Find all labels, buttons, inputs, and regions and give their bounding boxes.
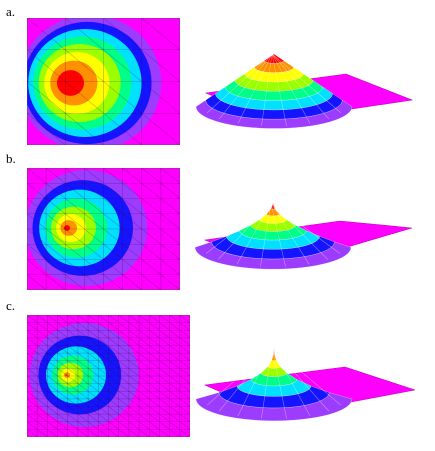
mesh-line <box>108 315 190 377</box>
mesh-line <box>77 315 190 400</box>
panel-label: a. <box>6 4 15 19</box>
contour-band <box>65 374 67 376</box>
mesh-line <box>27 398 79 437</box>
mesh-line <box>67 315 190 407</box>
surface-band <box>273 346 275 354</box>
mesh-line <box>65 168 180 260</box>
mesh-line <box>27 259 66 290</box>
surface-edge <box>271 53 287 127</box>
mesh-line <box>27 390 89 437</box>
mesh-line <box>27 144 28 145</box>
mesh-line <box>27 329 170 437</box>
mesh-line <box>27 289 28 290</box>
contour-band <box>63 372 71 378</box>
mesh-line <box>141 168 180 199</box>
surface-edge <box>218 53 273 120</box>
mesh-line <box>27 198 142 290</box>
panel-label: b. <box>6 151 16 166</box>
mesh-line <box>122 168 180 215</box>
surface-edge <box>271 53 311 124</box>
surface-edge <box>218 346 273 412</box>
surface-edge <box>270 202 340 254</box>
mesh-line <box>159 315 190 339</box>
mesh-line <box>128 315 190 362</box>
mesh-line <box>37 315 190 430</box>
mesh-line <box>27 81 104 145</box>
mesh-line <box>27 413 58 437</box>
surface-edge <box>236 202 272 265</box>
mesh-line <box>103 18 180 82</box>
mesh-line <box>27 368 119 437</box>
mesh-line <box>118 315 190 369</box>
surface-edge <box>261 53 273 127</box>
surface-edge <box>261 346 273 419</box>
contour-plot <box>27 18 180 145</box>
surface-plot <box>194 202 413 270</box>
mesh-line <box>47 315 190 423</box>
surface-plot <box>195 53 414 129</box>
mesh-line <box>27 406 68 437</box>
surface-edge <box>271 346 341 406</box>
contour-plot <box>27 168 180 290</box>
surface-band <box>263 53 285 64</box>
surface-edge <box>271 53 341 113</box>
mesh-line <box>65 18 180 114</box>
surface-edge <box>207 346 273 406</box>
contour-plot <box>27 315 190 437</box>
mesh-line <box>27 345 150 437</box>
mesh-line <box>27 228 104 290</box>
mesh-line <box>45 168 180 276</box>
contour-band <box>56 70 85 96</box>
surface-edge <box>237 346 273 417</box>
mesh-line <box>27 112 66 145</box>
mesh-line <box>27 18 180 145</box>
surface-edge <box>260 202 272 267</box>
mesh-line <box>57 315 190 415</box>
mesh-line <box>27 243 85 290</box>
mesh-line <box>27 315 190 437</box>
mesh-line <box>27 360 130 437</box>
surface-edge <box>270 202 310 265</box>
surface-edge <box>217 202 272 260</box>
surface-edge <box>271 346 330 412</box>
mesh-line <box>27 337 160 437</box>
mesh-line <box>138 315 190 354</box>
mesh-line <box>149 315 190 346</box>
surface-band <box>270 202 276 210</box>
mesh-line <box>103 168 180 230</box>
surface-plot <box>195 346 416 422</box>
mesh-line <box>27 168 180 290</box>
surface-edge <box>206 202 272 254</box>
mesh-line <box>84 168 180 245</box>
mesh-line <box>27 322 180 437</box>
mesh-line <box>27 375 109 437</box>
mesh-line <box>27 49 142 145</box>
mesh-line <box>27 182 162 290</box>
surface-edge <box>270 202 329 260</box>
mesh-line <box>141 18 180 51</box>
mesh-line <box>27 383 99 437</box>
contour-band <box>63 225 71 231</box>
panel-label: c. <box>6 298 15 313</box>
surface-edge <box>237 53 273 124</box>
surface-edge <box>271 53 330 120</box>
surface-edge <box>270 202 286 267</box>
mesh-line <box>27 352 140 437</box>
mesh-line <box>27 213 123 290</box>
surface-edge <box>207 53 273 113</box>
mesh-line <box>98 315 190 384</box>
mesh-line <box>27 436 28 437</box>
surface-edge <box>271 346 287 419</box>
mesh-line <box>87 315 190 392</box>
surface-edge <box>271 346 311 417</box>
